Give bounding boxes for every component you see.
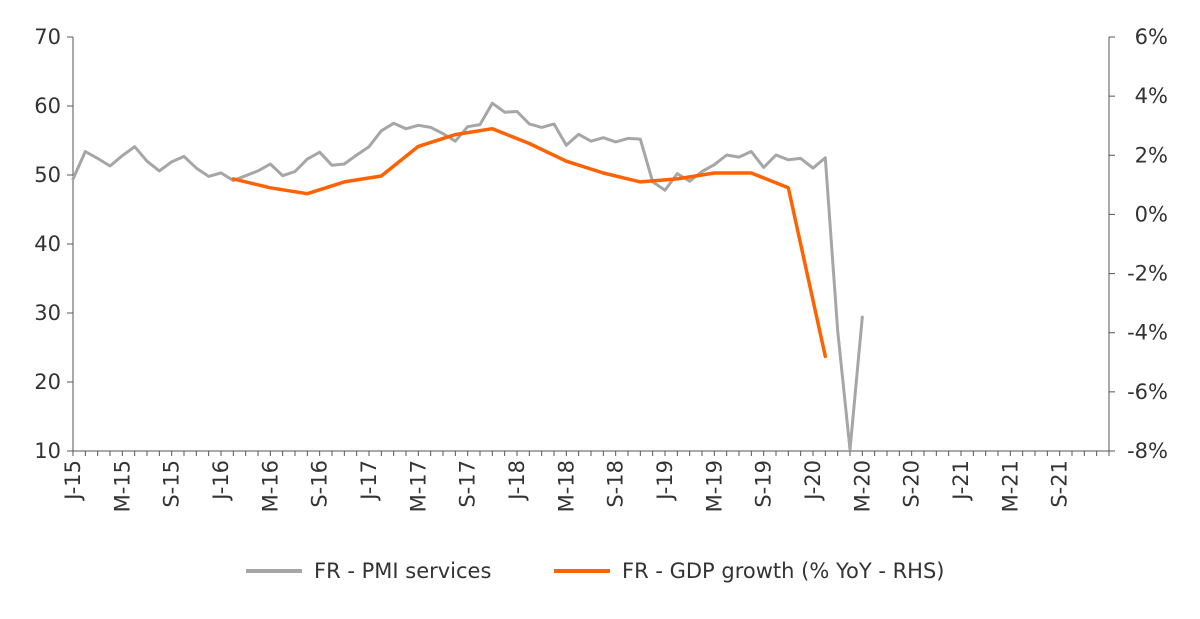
left-tick-label: 10 (34, 439, 61, 463)
x-tick-label: S-16 (308, 460, 332, 508)
x-tick-label: J-18 (505, 460, 529, 502)
x-tick-label: M-16 (258, 460, 282, 512)
legend: FR - PMI services FR - GDP growth (% YoY… (0, 559, 1200, 589)
left-tick-label: 40 (34, 232, 61, 256)
plot-area (71, 101, 864, 452)
right-tick-label: -6% (1127, 380, 1168, 404)
left-tick-label: 20 (34, 370, 61, 394)
right-tick-label: 2% (1135, 143, 1168, 167)
right-tick-label: 0% (1135, 202, 1168, 226)
left-tick-label: 60 (34, 94, 61, 118)
x-axis: J-15 M-15 S-15 J-16 M-16 S-16 J-17 M-17 S-17 J-18… (61, 450, 1110, 512)
chart: 10 20 30 40 50 60 70 -8% -6% -4% -2% 0% 2% 4% 6% J-15… (34, 25, 1168, 512)
right-tick-label: 6% (1135, 25, 1168, 49)
left-tick-label: 30 (34, 301, 61, 325)
series-line-pmi-services (71, 101, 864, 452)
legend-item-pmi: FR - PMI services (246, 559, 491, 583)
x-tick-label: M-21 (998, 460, 1022, 512)
x-tick-label: J-19 (653, 460, 677, 502)
x-tick-label: S-18 (604, 460, 628, 508)
left-tick-label: 70 (34, 25, 61, 49)
x-tick-label: M-18 (554, 460, 578, 512)
left-y-axis: 10 20 30 40 50 60 70 (34, 25, 74, 463)
right-tick-label: 4% (1135, 84, 1168, 108)
left-tick-label: 50 (34, 163, 61, 187)
legend-swatch-gdp (554, 569, 610, 573)
right-y-axis: -8% -6% -4% -2% 0% 2% 4% 6% (1108, 25, 1168, 463)
x-tick-label: S-17 (456, 460, 480, 508)
x-tick-label: S-20 (900, 460, 924, 508)
right-tick-label: -4% (1127, 321, 1168, 345)
x-tick-label: S-21 (1048, 460, 1072, 508)
legend-label-gdp: FR - GDP growth (% YoY - RHS) (622, 559, 945, 583)
x-tick-label: J-21 (949, 460, 973, 502)
x-tick-label: M-15 (110, 460, 134, 512)
x-tick-label: S-19 (752, 460, 776, 508)
right-tick-label: -8% (1127, 439, 1168, 463)
x-tick-label: J-16 (209, 460, 233, 502)
x-tick-label: J-20 (801, 460, 825, 502)
x-tick-label: J-17 (357, 460, 381, 502)
x-tick-label: M-19 (702, 460, 726, 512)
series-line-gdp-growth (231, 126, 828, 359)
legend-swatch-pmi (246, 569, 302, 573)
right-tick-label: -2% (1127, 262, 1168, 286)
x-tick-label: S-15 (160, 460, 184, 508)
legend-item-gdp: FR - GDP growth (% YoY - RHS) (554, 559, 945, 583)
x-tick-label: M-20 (850, 460, 874, 512)
x-tick-label: M-17 (406, 460, 430, 512)
legend-label-pmi: FR - PMI services (314, 559, 492, 583)
x-tick-label: J-15 (61, 460, 85, 502)
